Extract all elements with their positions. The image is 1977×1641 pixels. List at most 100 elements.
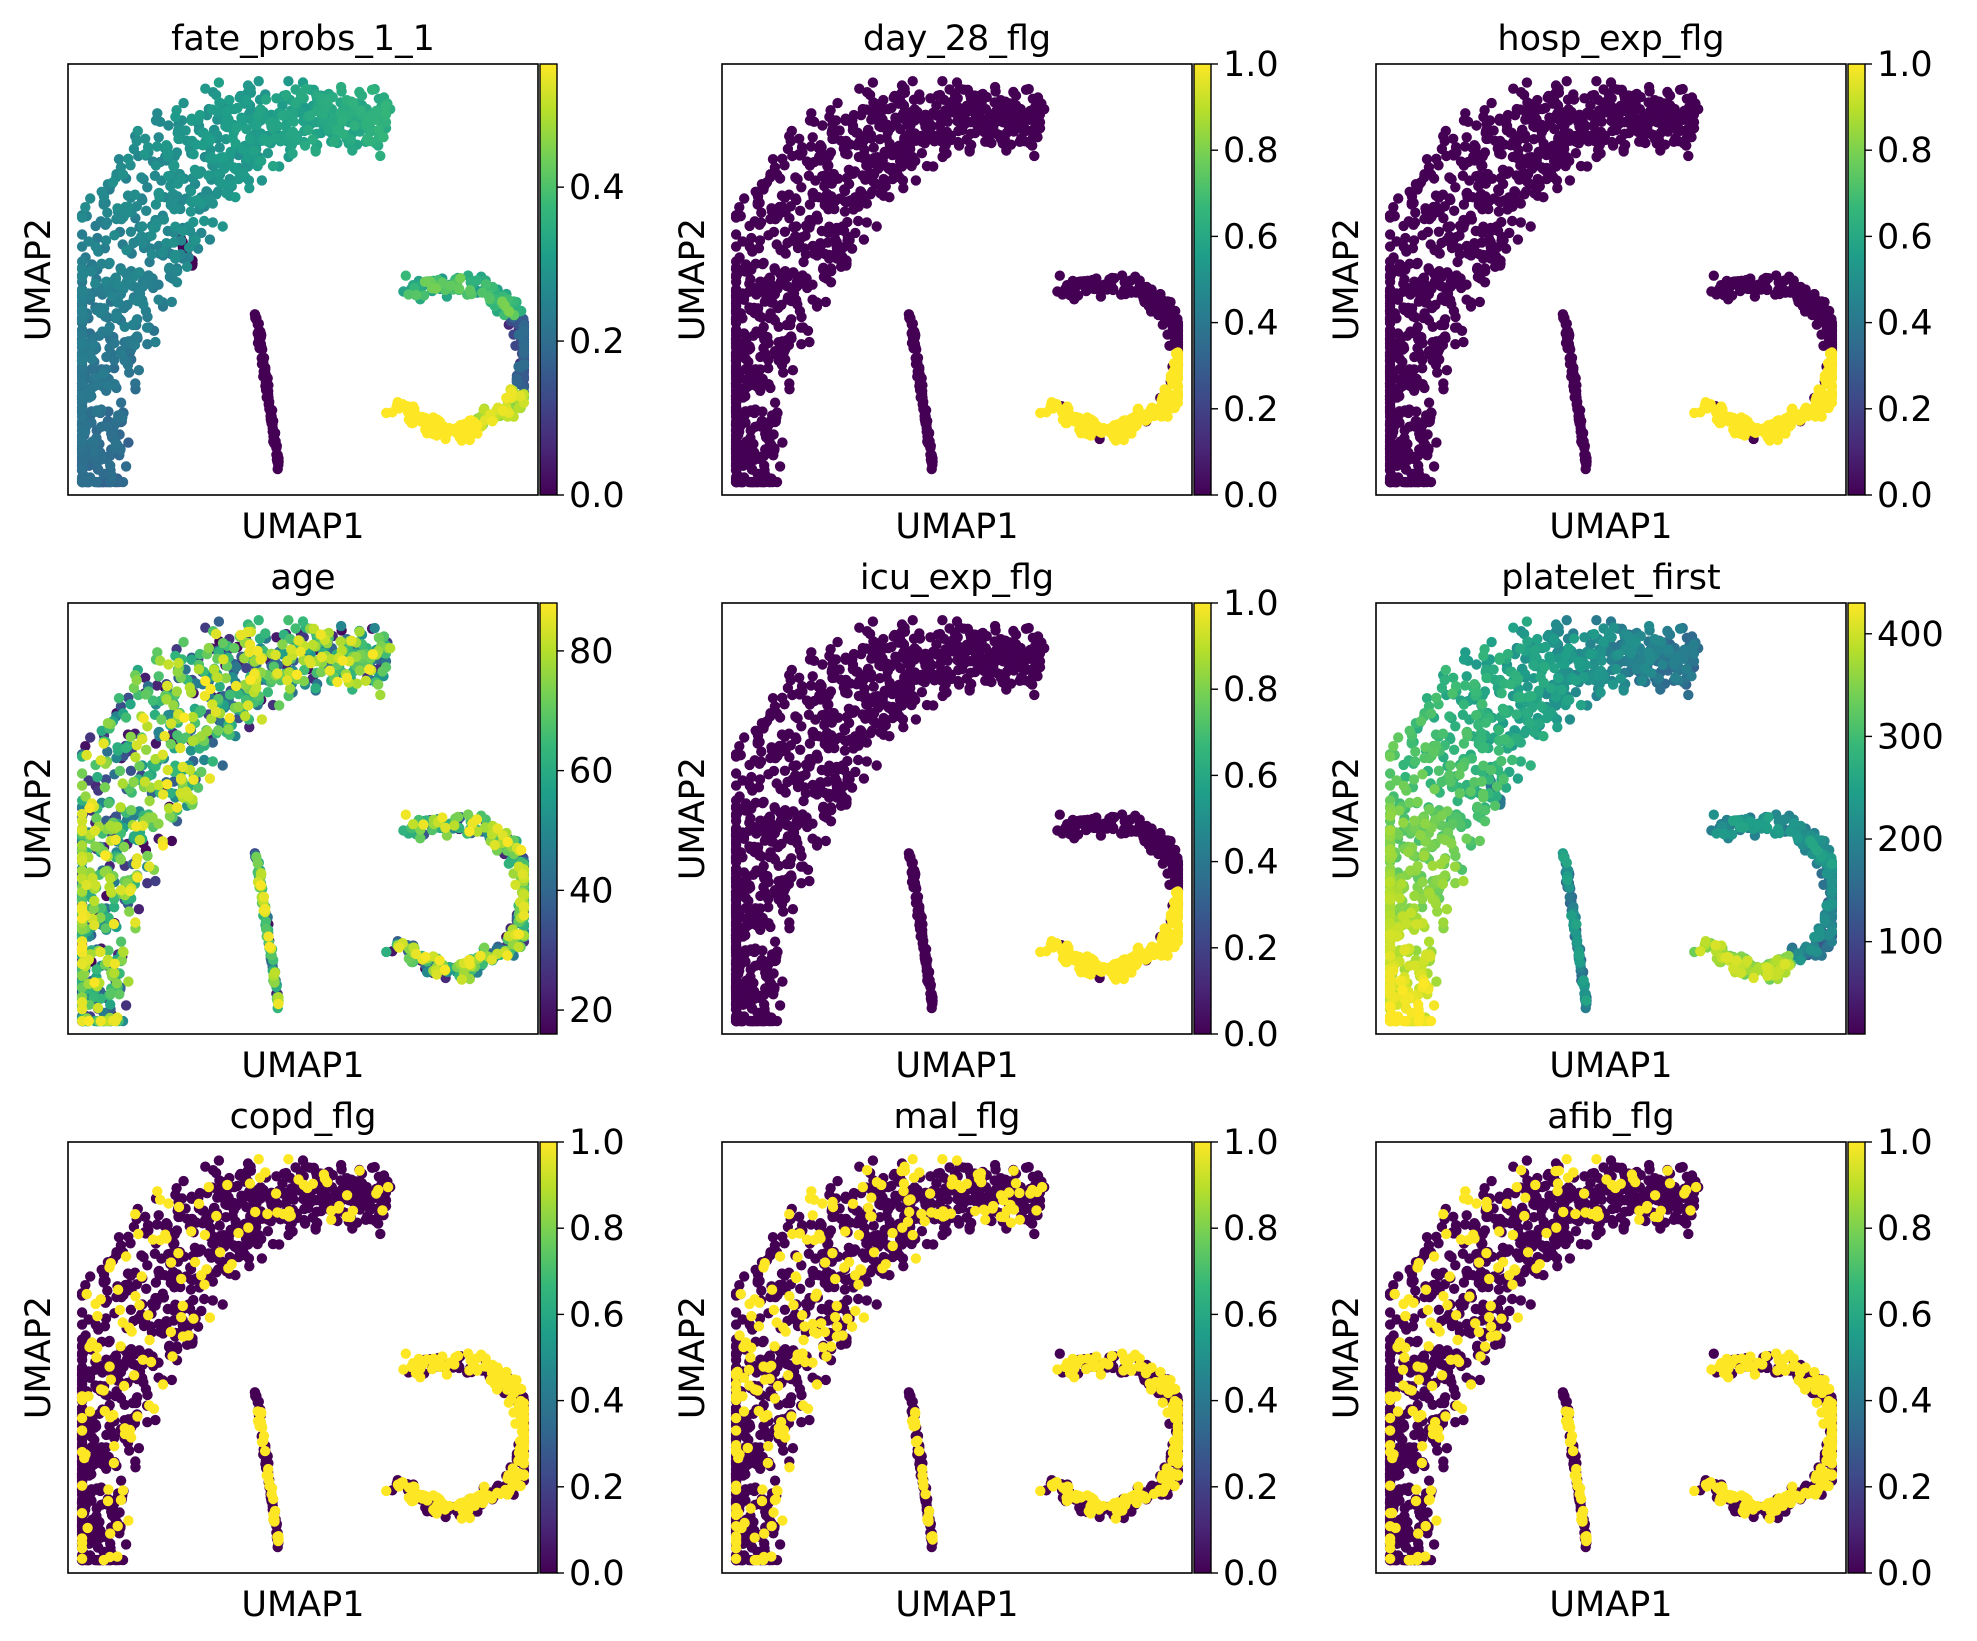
data-point [1558,139,1570,151]
data-point [369,622,380,634]
data-point [125,226,137,237]
data-point [1452,322,1463,333]
data-point [822,161,833,172]
data-point [183,252,194,263]
data-point [1461,187,1473,199]
data-point [1396,262,1408,273]
data-point [788,295,799,307]
data-point [839,196,851,207]
data-point [926,120,938,132]
data-point [218,152,229,163]
data-point [347,145,358,156]
data-point [1598,84,1609,95]
data-point [1486,97,1497,109]
data-point [730,276,742,288]
data-point [133,365,145,376]
data-point [76,305,88,316]
data-point [938,144,950,155]
data-point [904,139,916,151]
data-point [819,199,830,211]
data-point [472,428,483,439]
data-point [1461,132,1472,143]
data-point [1513,151,1525,162]
data-point [337,114,348,125]
data-point [1423,397,1435,408]
data-point [1454,249,1466,260]
data-point [1512,234,1524,245]
data-point [883,163,895,174]
data-point [1521,186,1532,197]
data-point [166,296,177,308]
data-point [236,112,247,123]
data-point [120,461,132,472]
x-axis-label: UMAP1 [241,507,364,547]
x-axis-label: UMAP1 [895,507,1018,547]
data-point [1501,125,1513,136]
data-point [1785,287,1796,298]
data-point [194,109,206,121]
data-point [1157,305,1168,316]
data-point [130,378,141,389]
data-point [832,97,843,109]
data-point [1563,326,1574,337]
data-point [896,161,908,172]
data-point [455,273,466,284]
data-point [1813,404,1825,416]
y-axis-label: UMAP2 [19,218,59,341]
data-point [92,464,104,475]
data-point [121,245,132,256]
data-point [1008,86,1019,98]
data-point [804,199,816,210]
data-point [924,132,935,144]
data-point [1809,288,1820,300]
data-point [1428,201,1439,213]
data-point [397,399,408,410]
data-point [1825,330,1836,341]
data-point [742,364,753,376]
data-point [431,430,442,441]
colorbar-tick-label: 0.2 [569,322,625,362]
data-point [1466,214,1478,225]
data-point [1538,141,1550,153]
data-point [1752,422,1763,434]
data-point [513,329,524,340]
data-point [1408,219,1419,230]
data-point [80,202,91,213]
data-point [735,308,746,319]
data-point [1739,430,1750,441]
data-point [1643,111,1654,122]
data-point [772,301,783,313]
data-point [411,289,422,301]
data-point [78,268,89,279]
data-point [295,89,307,100]
data-point [76,286,88,297]
data-point [1410,207,1421,218]
data-point [899,114,911,125]
data-point [1655,145,1666,156]
data-point [812,214,824,225]
data-point [77,462,88,474]
data-point [153,188,164,199]
data-point [1120,288,1131,300]
data-point [1412,257,1423,269]
data-point [444,422,455,434]
data-point [914,380,925,392]
data-point [798,322,809,333]
data-point [922,415,933,427]
data-point [150,336,161,348]
data-point [375,150,386,162]
data-point [1550,161,1562,172]
data-point [1681,93,1693,105]
data-point [200,83,211,94]
data-point [895,123,906,135]
data-point [76,411,88,423]
data-point [1784,271,1795,282]
data-point [1396,364,1408,376]
data-point [780,266,791,277]
data-point [255,104,266,115]
data-point [163,171,174,182]
data-point [1131,287,1142,298]
data-point [224,94,235,106]
data-point [1423,416,1435,428]
data-point [164,271,176,283]
